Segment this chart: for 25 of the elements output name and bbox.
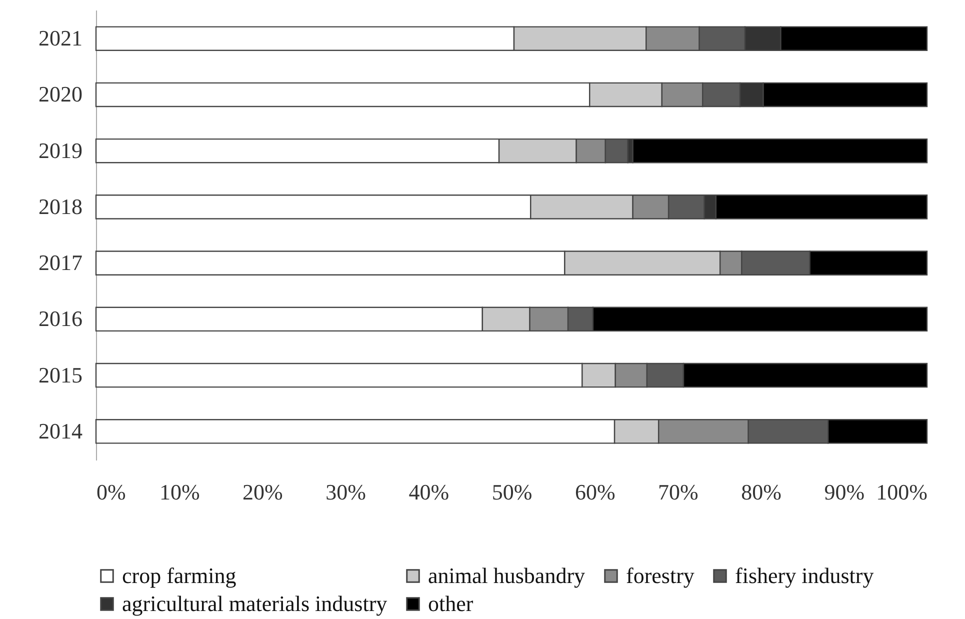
x-tick-label: 100% — [876, 480, 928, 504]
x-tick-label: 70% — [658, 480, 698, 504]
y-tick-label: 2016 — [38, 306, 82, 332]
y-tick-label: 2018 — [38, 194, 82, 219]
y-tick-label: 2017 — [38, 250, 82, 276]
legend-label: other — [428, 591, 474, 616]
x-tick-label: 50% — [492, 480, 532, 504]
legend-label: animal husbandry — [428, 563, 586, 588]
y-tick-label: 2015 — [38, 362, 82, 388]
x-tick-label: 20% — [242, 480, 283, 504]
y-tick-label: 2020 — [38, 82, 82, 107]
x-tick-label: 90% — [824, 480, 865, 504]
legend-label: fishery industry — [735, 563, 874, 588]
legend-label: agricultural materials industry — [122, 591, 388, 616]
legend-label: crop farming — [122, 563, 236, 588]
y-tick-label: 2014 — [38, 418, 82, 444]
x-tick-label: 60% — [574, 480, 616, 504]
y-tick-label: 2021 — [38, 26, 82, 51]
y-tick-label: 2019 — [38, 138, 82, 163]
x-tick-label: 10% — [159, 480, 200, 504]
x-tick-label: 80% — [741, 480, 782, 504]
x-tick-label: 40% — [408, 480, 450, 504]
x-tick-label: 0% — [96, 480, 126, 504]
x-tick-label: 30% — [326, 480, 366, 504]
legend-label: forestry — [626, 563, 694, 588]
